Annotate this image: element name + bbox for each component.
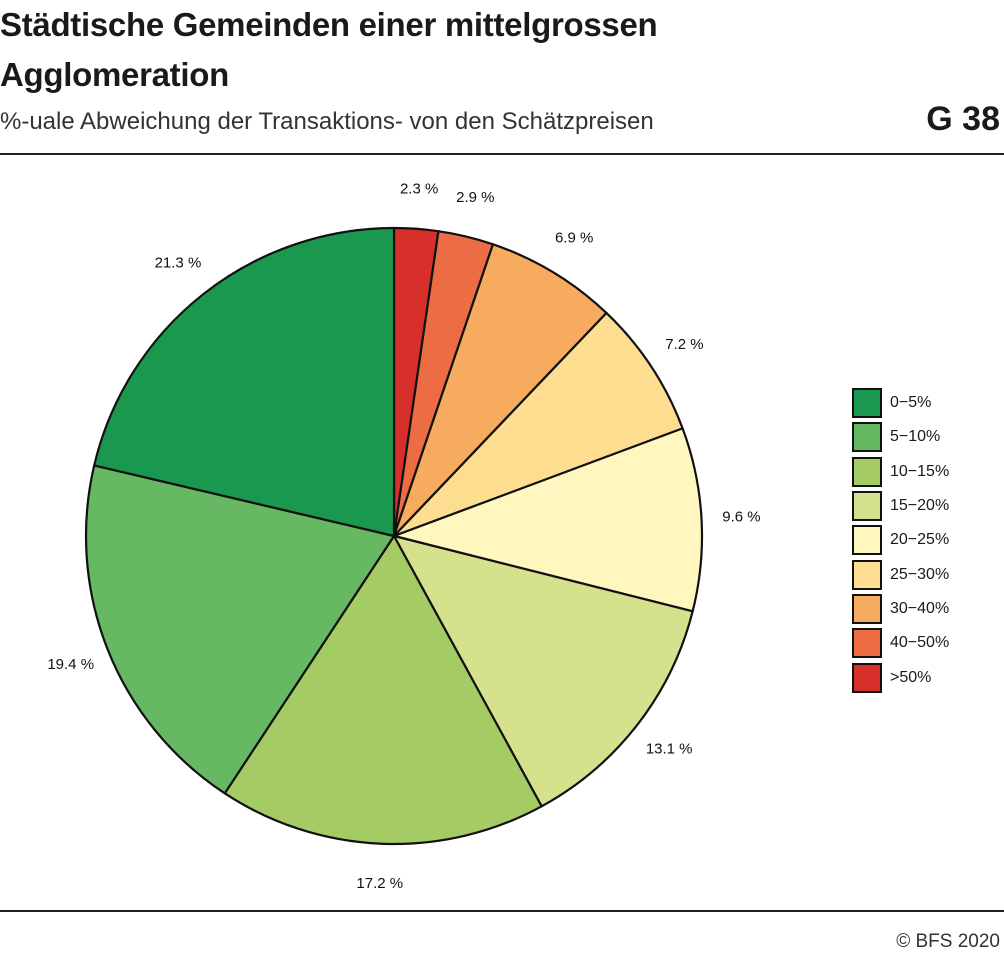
footer-divider (0, 910, 1004, 912)
legend-label: 10−15% (890, 462, 950, 480)
legend-item-20-25: 20−25% (852, 523, 949, 557)
legend-label: 15−20% (890, 497, 950, 515)
legend: 0−5% 5−10% 10−15% 15−20% 20−25% 25−30% 30−40% 4… (852, 386, 949, 695)
legend-swatch (852, 422, 882, 453)
pie-label-25-30: 7.2 % (665, 336, 703, 353)
pie-slice-30-40 (392, 243, 608, 538)
pie-label-30-40: 6.9 % (555, 230, 593, 247)
pie-slice-5-10 (84, 464, 396, 795)
legend-item-10-15: 10−15% (852, 455, 949, 489)
legend-swatch (852, 388, 882, 419)
legend-swatch (852, 525, 882, 556)
legend-swatch (852, 491, 882, 522)
pie-data-labels: 2.3 % 2.9 % 6.9 % 7.2 % 9.6 % 13.1 % 17.2 % 19.… (47, 180, 760, 892)
pie-label-20-25: 9.6 % (722, 508, 760, 525)
pie-slice-0-5 (93, 226, 396, 538)
legend-label: 0−5% (890, 394, 932, 412)
pie-label-40-50: 2.9 % (456, 189, 494, 206)
pie-label-0-5: 21.3 % (155, 255, 202, 272)
copyright-notice: © BFS 2020 (896, 931, 1000, 952)
legend-item-5-10: 5−10% (852, 420, 949, 454)
pie-label-5-10: 19.4 % (47, 656, 94, 673)
pie-slice-15-20 (392, 534, 694, 808)
legend-label: >50% (890, 668, 932, 686)
legend-swatch (852, 593, 882, 624)
chart-id: G 38 (926, 100, 1000, 138)
legend-item-0-5: 0−5% (852, 386, 949, 420)
legend-item-30-40: 30−40% (852, 592, 949, 626)
pie-slices (84, 226, 704, 846)
legend-label: 5−10% (890, 428, 941, 446)
legend-swatch (852, 628, 882, 659)
legend-label: 30−40% (890, 599, 950, 617)
pie-label-15-20: 13.1 % (646, 741, 693, 758)
legend-item-40-50: 40−50% (852, 626, 949, 660)
legend-item-15-20: 15−20% (852, 489, 949, 523)
pie-label-50: 2.3 % (400, 180, 438, 197)
legend-label: 40−50% (890, 634, 950, 652)
pie-slice-10-15 (223, 534, 543, 846)
legend-swatch (852, 559, 882, 590)
legend-swatch (852, 456, 882, 487)
chart-title: Städtische Gemeinden einer mittelgrossen… (0, 6, 658, 93)
pie-slice-20-25 (392, 427, 704, 613)
pie-chart: 2.3 % 2.9 % 6.9 % 7.2 % 9.6 % 13.1 % 17.2 % 19.… (47, 180, 760, 892)
chart-subtitle: %-uale Abweichung der Transaktions- von … (0, 108, 654, 135)
legend-item-25-30: 25−30% (852, 557, 949, 591)
legend-item-50: >50% (852, 660, 949, 694)
pie-label-10-15: 17.2 % (356, 875, 403, 892)
pie-slice-25-30 (392, 311, 684, 538)
legend-label: 20−25% (890, 531, 950, 549)
legend-label: 25−30% (890, 565, 950, 583)
legend-swatch (852, 662, 882, 693)
header-divider (0, 153, 1004, 155)
